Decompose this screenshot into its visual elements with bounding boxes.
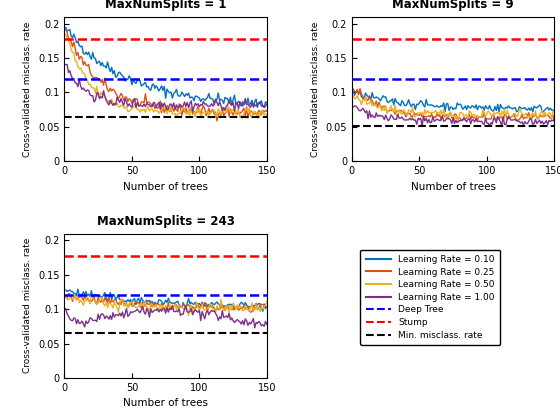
X-axis label: Number of trees: Number of trees [123, 182, 208, 192]
Title: MaxNumSplits = 1: MaxNumSplits = 1 [105, 0, 226, 11]
Legend: Learning Rate = 0.10, Learning Rate = 0.25, Learning Rate = 0.50, Learning Rate : Learning Rate = 0.10, Learning Rate = 0.… [361, 249, 500, 345]
Title: MaxNumSplits = 9: MaxNumSplits = 9 [393, 0, 514, 11]
Y-axis label: Cross-validated misclass. rate: Cross-validated misclass. rate [24, 21, 32, 157]
Y-axis label: Cross-validated misclass. rate: Cross-validated misclass. rate [24, 238, 32, 373]
Y-axis label: Cross-validated misclass. rate: Cross-validated misclass. rate [311, 21, 320, 157]
X-axis label: Number of trees: Number of trees [123, 399, 208, 408]
X-axis label: Number of trees: Number of trees [410, 182, 496, 192]
Title: MaxNumSplits = 243: MaxNumSplits = 243 [97, 215, 235, 228]
